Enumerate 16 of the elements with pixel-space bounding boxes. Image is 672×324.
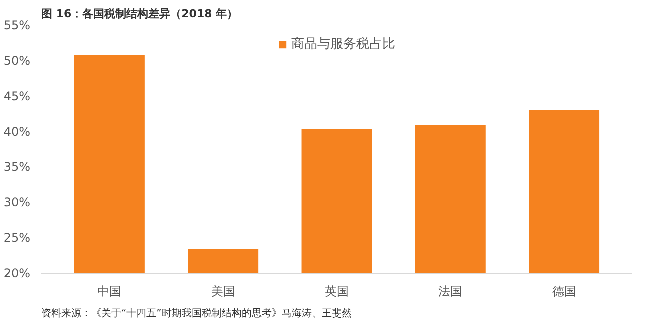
x-tick-label: 中国 xyxy=(98,284,122,298)
x-tick-label: 英国 xyxy=(325,284,349,298)
y-tick-label: 20% xyxy=(4,266,30,280)
chart-title: 图 16：各国税制结构差异（2018 年） xyxy=(42,8,238,20)
y-tick-label: 25% xyxy=(4,231,30,246)
y-tick-label: 35% xyxy=(4,160,30,174)
x-tick-label: 德国 xyxy=(552,284,576,298)
y-tick-label: 50% xyxy=(4,54,30,68)
legend-label: 商品与服务税占比 xyxy=(292,36,396,53)
y-tick-label: 55% xyxy=(4,18,30,32)
y-tick-label: 45% xyxy=(4,89,30,104)
y-tick-label: 40% xyxy=(4,124,30,139)
text: 资料来源：《关于“十四五”时期我国税制结构的思考》马海涛、王斐然 xyxy=(42,308,352,320)
y-tick-label: 30% xyxy=(4,196,30,210)
x-tick-label: 法国 xyxy=(438,284,463,298)
x-tick-label: 美国 xyxy=(211,284,236,298)
